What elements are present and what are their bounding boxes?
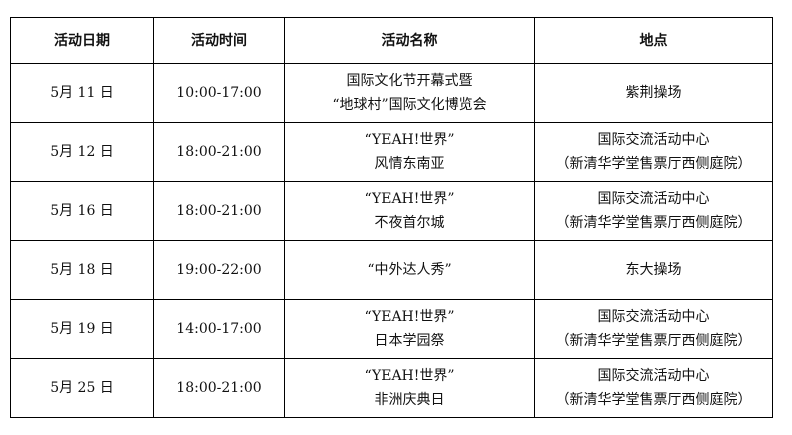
cell-date: 5月 19 日 — [10, 299, 154, 359]
cell-name-line: 风情东南亚 — [374, 156, 445, 172]
cell-place: 国际交流活动中心 （新清华学堂售票厅西侧庭院） — [534, 358, 773, 418]
cell-place-line: 国际交流活动中心 — [597, 368, 710, 384]
cell-name-line: 国际文化节开幕式暨 — [346, 73, 473, 89]
cell-place: 国际交流活动中心 （新清华学堂售票厅西侧庭院） — [534, 299, 773, 359]
header-date: 活动日期 — [10, 17, 154, 64]
cell-name: “YEAH!世界” 不夜首尔城 — [284, 181, 535, 241]
cell-name: “YEAH!世界” 非洲庆典日 — [284, 358, 535, 418]
cell-place-line: （新清华学堂售票厅西侧庭院） — [555, 156, 752, 172]
table-row: 5月 11 日 10:00-17:00 国际文化节开幕式暨 “地球村”国际文化博览会 紫… — [10, 63, 773, 123]
cell-place: 紫荆操场 — [534, 63, 773, 123]
cell-name-line: “YEAH!世界” — [364, 309, 455, 325]
cell-place-line: 国际交流活动中心 — [597, 132, 710, 148]
cell-name: 国际文化节开幕式暨 “地球村”国际文化博览会 — [284, 63, 535, 123]
cell-name-line: 非洲庆典日 — [374, 392, 445, 408]
cell-name: “YEAH!世界” 风情东南亚 — [284, 122, 535, 182]
cell-place: 国际交流活动中心 （新清华学堂售票厅西侧庭院） — [534, 181, 773, 241]
table-row: 5月 16 日 18:00-21:00 “YEAH!世界” 不夜首尔城 国际交流活动中心… — [10, 181, 773, 241]
header-time: 活动时间 — [153, 17, 285, 64]
cell-place-line: 紫荆操场 — [625, 85, 682, 101]
cell-date: 5月 18 日 — [10, 240, 154, 300]
cell-date: 5月 25 日 — [10, 358, 154, 418]
cell-time: 10:00-17:00 — [153, 63, 285, 123]
table-row: 5月 12 日 18:00-21:00 “YEAH!世界” 风情东南亚 国际交流活动中心… — [10, 122, 773, 182]
cell-name-line: “YEAH!世界” — [364, 368, 455, 384]
cell-place: 国际交流活动中心 （新清华学堂售票厅西侧庭院） — [534, 122, 773, 182]
cell-name-line: 日本学园祭 — [374, 333, 445, 349]
table-row: 5月 25 日 18:00-21:00 “YEAH!世界” 非洲庆典日 国际交流活动中心… — [10, 358, 773, 418]
cell-place-line: 东大操场 — [625, 262, 682, 278]
table-row: 5月 19 日 14:00-17:00 “YEAH!世界” 日本学园祭 国际交流活动中心… — [10, 299, 773, 359]
header-place: 地点 — [534, 17, 773, 64]
table-row: 5月 18 日 19:00-22:00 “中外达人秀” 东大操场 — [10, 240, 773, 300]
header-name: 活动名称 — [284, 17, 535, 64]
cell-name-line: “YEAH!世界” — [364, 191, 455, 207]
cell-place-line: 国际交流活动中心 — [597, 309, 710, 325]
cell-time: 18:00-21:00 — [153, 358, 285, 418]
cell-date: 5月 11 日 — [10, 63, 154, 123]
activity-schedule-table: 活动日期 活动时间 活动名称 地点 5月 11 日 10:00-17:00 国际文化… — [10, 17, 773, 418]
cell-time: 14:00-17:00 — [153, 299, 285, 359]
cell-place-line: 国际交流活动中心 — [597, 191, 710, 207]
cell-name-line: “地球村”国际文化博览会 — [332, 97, 487, 113]
cell-place-line: （新清华学堂售票厅西侧庭院） — [555, 333, 752, 349]
cell-time: 18:00-21:00 — [153, 181, 285, 241]
cell-place: 东大操场 — [534, 240, 773, 300]
header-row: 活动日期 活动时间 活动名称 地点 — [10, 17, 773, 64]
cell-place-line: （新清华学堂售票厅西侧庭院） — [555, 392, 752, 408]
cell-date: 5月 16 日 — [10, 181, 154, 241]
cell-name: “中外达人秀” — [284, 240, 535, 300]
cell-time: 18:00-21:00 — [153, 122, 285, 182]
cell-name: “YEAH!世界” 日本学园祭 — [284, 299, 535, 359]
cell-name-line: “YEAH!世界” — [364, 132, 455, 148]
cell-time: 19:00-22:00 — [153, 240, 285, 300]
cell-place-line: （新清华学堂售票厅西侧庭院） — [555, 215, 752, 231]
cell-date: 5月 12 日 — [10, 122, 154, 182]
cell-name-line: 不夜首尔城 — [374, 215, 445, 231]
cell-name-line: “中外达人秀” — [367, 262, 452, 278]
